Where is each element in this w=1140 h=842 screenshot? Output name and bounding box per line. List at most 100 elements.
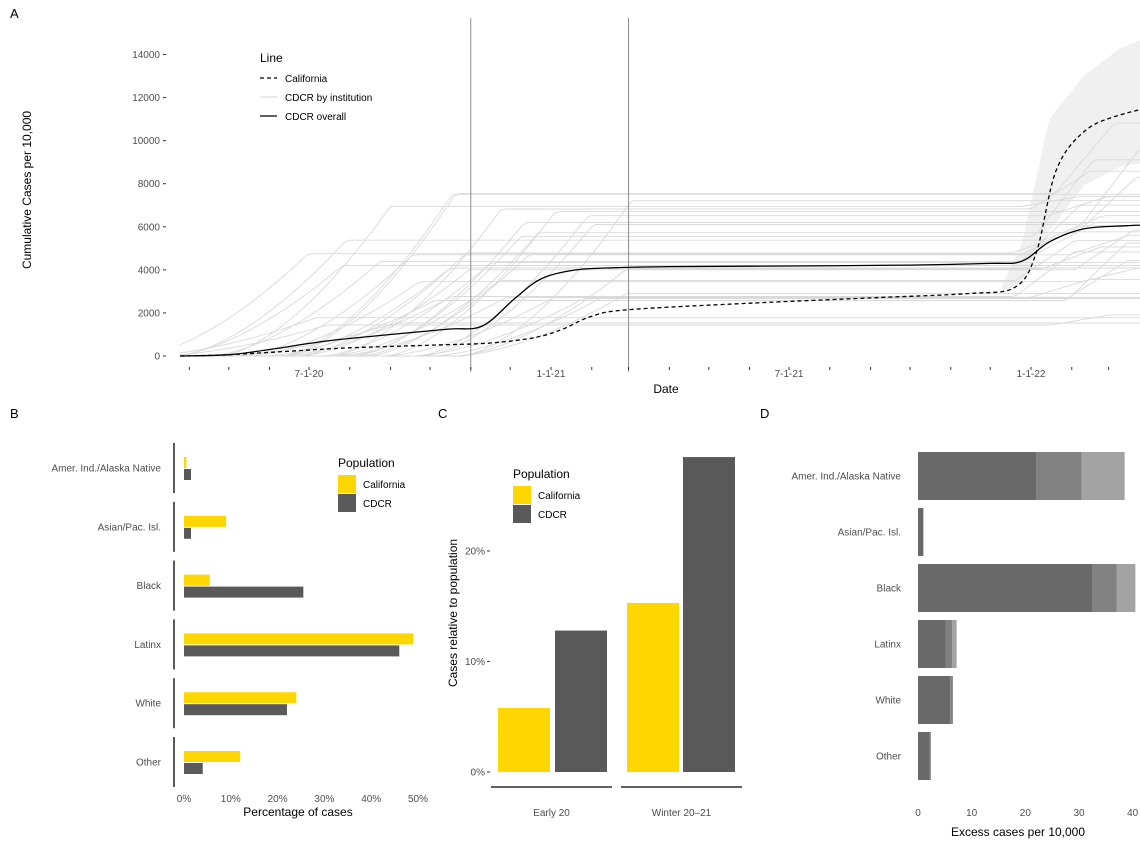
x-tick-label: 20 xyxy=(1020,808,1032,819)
category-label: Amer. Ind./Alaska Native xyxy=(792,472,902,483)
legend-c-label-cdcr: CDCR xyxy=(538,510,567,521)
category-label: Latinx xyxy=(874,640,901,651)
panel-a-line-chart: 0 2000 4000 6000 8000 10000 12000 14000 7-1-20 1… xyxy=(20,18,1140,396)
panel-b-bar-chart: Amer. Ind./Alaska Native Asian/Pac. Isl. B… xyxy=(52,443,428,819)
stack-segment-3 xyxy=(952,620,957,668)
legend-label-institution: CDCR by institution xyxy=(285,93,372,104)
bar-california xyxy=(498,707,550,772)
bar-cdcr xyxy=(683,457,735,772)
y-tick-label: 12000 xyxy=(132,93,160,104)
series-lines xyxy=(180,109,1140,357)
bar-cdcr xyxy=(184,586,304,598)
stack-segment-1 xyxy=(918,452,1037,500)
institution-line xyxy=(179,221,1140,346)
panel-d-categories: Amer. Ind./Alaska Native Asian/Pac. Isl. B… xyxy=(792,472,903,763)
institution-line xyxy=(180,159,1140,357)
bar-cdcr xyxy=(184,704,287,716)
institution-line xyxy=(180,242,1140,357)
institution-line xyxy=(180,267,1140,357)
legend-c-label-california: California xyxy=(538,491,581,502)
category-label: Black xyxy=(137,581,162,592)
x-tick-label: 10 xyxy=(966,808,978,819)
stack-segment-1 xyxy=(918,732,930,780)
panel-c-y-label: Cases relative to population xyxy=(446,539,460,687)
y-tick-label: 10000 xyxy=(132,136,160,147)
y-tick-label: 2000 xyxy=(138,308,161,319)
panel-a-y-axis: 0 2000 4000 6000 8000 10000 12000 14000 xyxy=(132,50,166,363)
institution-line xyxy=(180,322,1140,357)
institution-line xyxy=(180,240,1140,357)
legend-b-title: Population xyxy=(338,456,395,470)
stack-segment-1 xyxy=(918,676,951,724)
stack-segment-3 xyxy=(1081,452,1125,500)
y-tick-label: 0% xyxy=(471,768,486,779)
bar-california xyxy=(184,457,187,468)
institution-line xyxy=(180,204,1140,357)
y-tick-label: 6000 xyxy=(138,222,161,233)
category-label: Latinx xyxy=(134,640,161,651)
stack-segment-2 xyxy=(945,620,953,668)
panel-d-stacked-bar-chart: Amer. Ind./Alaska Native Asian/Pac. Isl. B… xyxy=(792,452,1139,839)
legend-c-title: Population xyxy=(513,467,570,481)
legend-b-key-cdcr xyxy=(338,494,356,512)
bar-cdcr xyxy=(555,630,607,772)
panel-b-x-axis: 0% 10% 20% 30% 40% 50% xyxy=(177,794,428,805)
stack-segment-2 xyxy=(1036,452,1082,500)
panel-c-legend: Population California CDCR xyxy=(513,467,581,523)
panel-a-y-label: Cumulative Cases per 10,000 xyxy=(20,111,34,269)
stack-segment-2 xyxy=(950,676,953,724)
x-tick-label: 10% xyxy=(221,794,241,805)
category-label: Early 20 xyxy=(533,808,570,819)
series-cdcr-overall xyxy=(180,224,1140,357)
y-tick-label: 14000 xyxy=(132,50,160,61)
bar-cdcr xyxy=(184,527,192,539)
category-label: Other xyxy=(876,752,902,763)
institution-line xyxy=(180,231,1140,357)
x-tick-label: 7-1-21 xyxy=(775,369,804,380)
institution-line xyxy=(180,215,1140,357)
panel-d-x-axis: 0 10 20 30 40 xyxy=(915,808,1138,819)
x-tick-label: 7-1-20 xyxy=(295,369,324,380)
institution-line xyxy=(180,265,1140,356)
panel-a-x-label: Date xyxy=(653,382,679,396)
bar-california xyxy=(627,602,679,772)
panel-label-a: A xyxy=(10,6,19,21)
institution-line xyxy=(180,200,1140,357)
category-label: Winter 20–21 xyxy=(652,808,712,819)
x-tick-label: 20% xyxy=(268,794,288,805)
institution-line xyxy=(180,170,1140,357)
institution-line xyxy=(180,314,1140,356)
x-tick-label: 40 xyxy=(1127,808,1139,819)
institution-line xyxy=(180,122,1140,357)
y-tick-label: 4000 xyxy=(138,265,161,276)
category-label: White xyxy=(135,699,161,710)
panel-label-b: B xyxy=(10,406,19,421)
ribbon-area xyxy=(1002,40,1140,292)
bar-california xyxy=(184,751,241,762)
panel-b-x-label: Percentage of cases xyxy=(243,805,352,819)
panel-b-categories: Amer. Ind./Alaska Native Asian/Pac. Isl. B… xyxy=(52,443,175,787)
institution-line xyxy=(180,317,1140,354)
series-california xyxy=(180,109,1140,357)
legend-c-key-california xyxy=(513,486,531,504)
legend-label-overall: CDCR overall xyxy=(285,112,346,123)
stack-segment-1 xyxy=(918,508,924,556)
period-vertical-lines xyxy=(470,18,630,372)
legend-c-key-cdcr xyxy=(513,505,531,523)
panel-label-d: D xyxy=(760,406,769,421)
bar-california xyxy=(184,633,414,645)
y-tick-label: 20% xyxy=(465,547,485,558)
panel-d-bars xyxy=(918,452,1136,780)
y-tick-label: 10% xyxy=(465,657,485,668)
institution-line xyxy=(180,234,1140,357)
legend-b-label-california: California xyxy=(363,480,406,491)
legend-b-label-cdcr: CDCR xyxy=(363,499,392,510)
bar-cdcr xyxy=(184,645,400,657)
panel-c-y-axis: 0% 10% 20% xyxy=(465,547,490,779)
panel-a-legend: Line California CDCR by institution CDCR… xyxy=(260,51,372,123)
y-tick-label: 8000 xyxy=(138,179,161,190)
panel-d-x-label: Excess cases per 10,000 xyxy=(951,825,1085,839)
bar-california xyxy=(184,692,297,704)
category-label: Black xyxy=(877,584,902,595)
